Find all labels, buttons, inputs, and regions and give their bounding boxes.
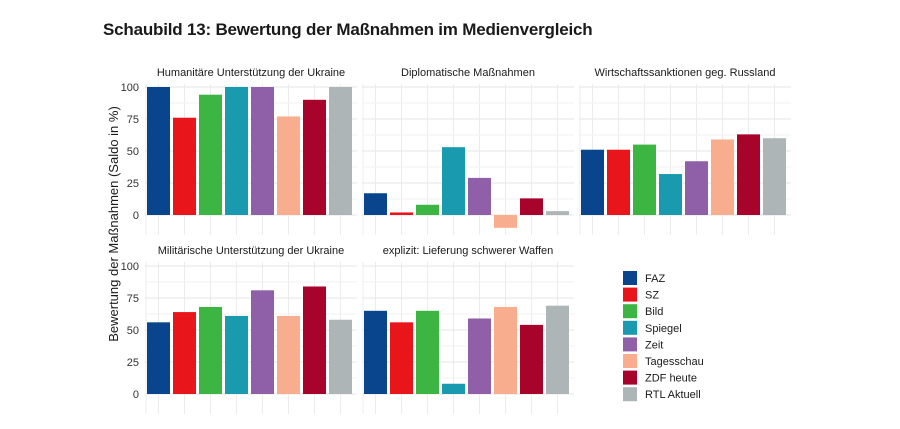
facet-title: Wirtschaftssanktionen geg. Russland — [595, 67, 776, 79]
y-tick-label: 0 — [133, 210, 139, 222]
y-tick-label: 0 — [133, 389, 139, 401]
bar-rtl-aktuell — [329, 87, 352, 215]
bar-bild — [416, 204, 439, 215]
bar-faz — [364, 193, 387, 215]
bar-spiegel — [225, 87, 248, 215]
y-tick-label: 50 — [127, 146, 139, 158]
legend: FAZ SZ Bild Spiegel Zeit Tagesschau ZDF heute R… — [623, 271, 704, 402]
y-axis-label: Bewertung der Maßnahmen (Saldo in %) — [106, 106, 121, 342]
y-tick-label: 75 — [127, 114, 139, 126]
bar-rtl-aktuell — [546, 305, 569, 394]
facet-title: Humanitäre Unterstützung der Ukraine — [157, 67, 345, 79]
facet-panel: Diplomatische Maßnahmen — [362, 67, 574, 235]
legend-label: FAZ — [645, 273, 665, 285]
bar-rtl-aktuell — [329, 319, 352, 394]
bar-spiegel — [442, 147, 465, 215]
bar-faz — [147, 87, 170, 215]
legend-label: Spiegel — [645, 323, 682, 335]
bar-faz — [581, 149, 604, 215]
y-tick-label: 100 — [121, 82, 139, 94]
bar-spiegel — [225, 315, 248, 394]
bar-spiegel — [442, 383, 465, 394]
bar-faz — [147, 322, 170, 394]
legend-label: RTL Aktuell — [645, 389, 701, 401]
bar-zdf-heute — [520, 324, 543, 394]
bar-spiegel — [659, 174, 682, 215]
legend-swatch — [623, 271, 637, 285]
legend-swatch — [623, 387, 637, 402]
bar-tagesschau — [494, 306, 517, 394]
bar-zdf-heute — [737, 134, 760, 215]
bar-zeit — [251, 290, 274, 394]
legend-label: Tagesschau — [645, 356, 704, 368]
legend-swatch — [623, 337, 637, 352]
y-tick-label: 75 — [127, 293, 139, 305]
legend-swatch — [623, 320, 637, 335]
legend-label: Zeit — [645, 339, 663, 351]
bar-zdf-heute — [303, 286, 326, 394]
legend-label: ZDF heute — [645, 373, 697, 385]
facet-panel: Wirtschaftssanktionen geg. Russland — [579, 67, 791, 235]
y-tick-label: 25 — [127, 357, 139, 369]
facet-panel: explizit: Lieferung schwerer Waffen — [362, 245, 574, 414]
bar-sz — [390, 212, 413, 215]
facet-panel: Militärische Unterstützung der Ukraine 0 2… — [121, 245, 357, 414]
bar-zeit — [251, 87, 274, 215]
bar-tagesschau — [277, 116, 300, 215]
legend-swatch — [623, 287, 637, 302]
legend-swatch — [623, 354, 637, 368]
bar-zeit — [468, 177, 491, 215]
legend-label: Bild — [645, 306, 663, 318]
bar-sz — [173, 117, 196, 215]
bar-zdf-heute — [303, 99, 326, 215]
facet-panel: Humanitäre Unterstützung der Ukraine 0 25 5… — [121, 67, 357, 235]
bar-bild — [416, 310, 439, 394]
bar-tagesschau — [494, 215, 517, 228]
facet-title: Militärische Unterstützung der Ukraine — [158, 245, 344, 257]
facet-title: Diplomatische Maßnahmen — [401, 67, 535, 79]
bar-zdf-heute — [520, 198, 543, 215]
bar-bild — [199, 94, 222, 215]
bar-rtl-aktuell — [763, 138, 786, 215]
legend-label: SZ — [645, 290, 659, 302]
bar-tagesschau — [277, 315, 300, 394]
bar-sz — [390, 322, 413, 394]
y-tick-label: 50 — [127, 325, 139, 337]
bar-zeit — [468, 318, 491, 394]
legend-swatch — [623, 304, 637, 319]
bar-bild — [199, 306, 222, 394]
bar-sz — [173, 312, 196, 394]
facet-title: explizit: Lieferung schwerer Waffen — [383, 245, 554, 257]
bar-tagesschau — [711, 139, 734, 215]
y-tick-label: 100 — [121, 261, 139, 273]
y-tick-label: 25 — [127, 178, 139, 190]
bar-bild — [633, 144, 656, 215]
chart-title: Schaubild 13: Bewertung der Maßnahmen im… — [103, 20, 593, 39]
legend-swatch — [623, 370, 637, 385]
bar-zeit — [685, 161, 708, 215]
bar-faz — [364, 310, 387, 394]
bar-sz — [607, 149, 630, 215]
bar-rtl-aktuell — [546, 211, 569, 215]
